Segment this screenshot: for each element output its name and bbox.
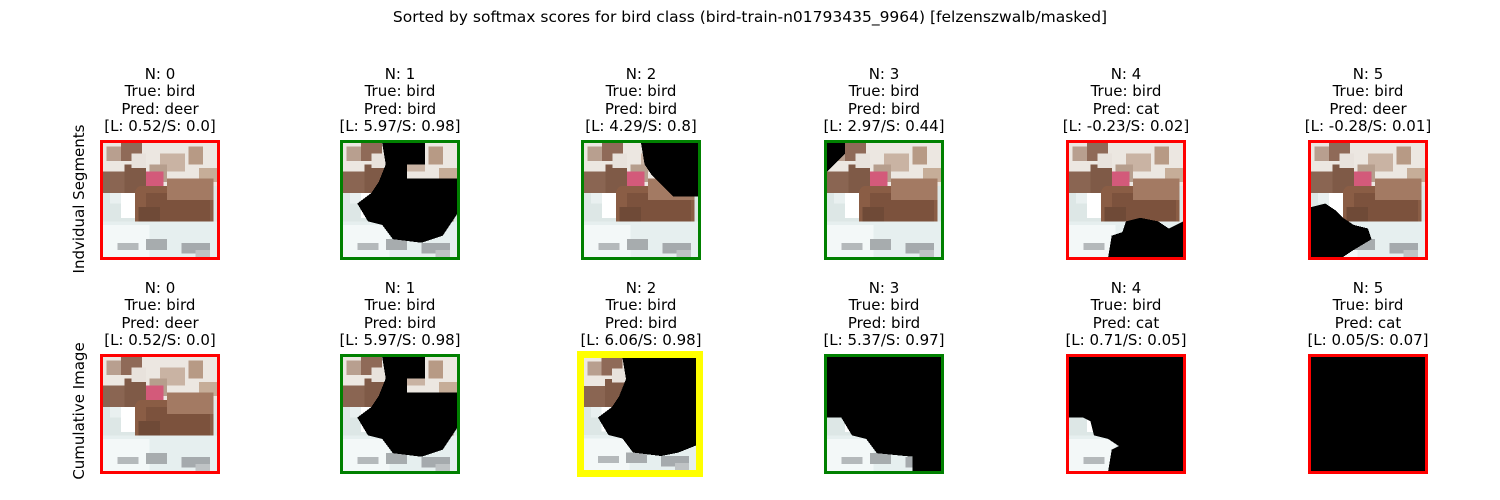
- predicted-label: Pred: deer: [1329, 99, 1407, 118]
- logit-softmax-scores: [L: 0.52/S: 0.0]: [104, 330, 216, 349]
- individual-panel-5: N: 5 True: bird Pred: deer [L: -0.28/S: 0.0…: [1268, 65, 1468, 266]
- panel-title: N: 4 True: bird Pred: cat [L: 0.71/S: 0.05]: [1026, 279, 1226, 349]
- true-label: True: bird: [124, 82, 196, 101]
- panel-index: N: 2: [625, 279, 657, 297]
- cumulative-panel-4: N: 4 True: bird Pred: cat [L: 0.71/S: 0.05]: [1026, 279, 1226, 480]
- panel-title: N: 4 True: bird Pred: cat [L: -0.23/S: 0.02…: [1026, 65, 1226, 135]
- segment-image: [340, 354, 460, 474]
- predicted-label: Pred: bird: [604, 99, 678, 118]
- logit-softmax-scores: [L: 0.05/S: 0.07]: [1307, 330, 1429, 349]
- true-label: True: bird: [605, 82, 677, 101]
- predicted-label: Pred: cat: [1092, 99, 1160, 118]
- true-label: True: bird: [124, 296, 196, 315]
- mask-region: [1069, 357, 1183, 471]
- segment-image: [340, 140, 460, 260]
- segment-image: [100, 354, 220, 474]
- predicted-label: Pred: deer: [121, 99, 199, 118]
- panel-title: N: 3 True: bird Pred: bird [L: 5.37/S: 0.97…: [784, 279, 984, 349]
- predicted-label: Pred: bird: [604, 313, 678, 332]
- panel-title: N: 0 True: bird Pred: deer [L: 0.52/S: 0.0]: [60, 279, 260, 349]
- true-label: True: bird: [605, 296, 677, 315]
- panel-title: N: 5 True: bird Pred: deer [L: -0.28/S: 0.0…: [1268, 65, 1468, 135]
- panel-index: N: 1: [384, 279, 416, 297]
- cumulative-panel-5: N: 5 True: bird Pred: cat [L: 0.05/S: 0.07]: [1268, 279, 1468, 480]
- logit-softmax-scores: [L: 6.06/S: 0.98]: [580, 330, 702, 349]
- true-label: True: bird: [848, 82, 920, 101]
- true-label: True: bird: [1090, 296, 1162, 315]
- panel-index: N: 3: [868, 65, 900, 83]
- panel-index: N: 0: [144, 279, 176, 297]
- individual-panel-3: N: 3 True: bird Pred: bird [L: 2.97/S: 0.44…: [784, 65, 984, 266]
- mask-region: [1108, 217, 1183, 257]
- true-label: True: bird: [364, 82, 436, 101]
- predicted-label: Pred: bird: [363, 99, 437, 118]
- cumulative-panel-1: N: 1 True: bird Pred: bird [L: 5.97/S: 0.98…: [300, 279, 500, 480]
- mask-region: [598, 358, 696, 456]
- cumulative-panel-0: N: 0 True: bird Pred: deer [L: 0.52/S: 0.0]: [60, 279, 260, 480]
- segment-image: [1308, 354, 1428, 474]
- panel-index: N: 1: [384, 65, 416, 83]
- panel-index: N: 4: [1110, 279, 1142, 297]
- panel-index: N: 5: [1352, 279, 1384, 297]
- panel-title: N: 0 True: bird Pred: deer [L: 0.52/S: 0.0]: [60, 65, 260, 135]
- true-label: True: bird: [1332, 82, 1404, 101]
- mask-region: [357, 143, 457, 243]
- panel-title: N: 3 True: bird Pred: bird [L: 2.97/S: 0.44…: [784, 65, 984, 135]
- logit-softmax-scores: [L: -0.28/S: 0.01]: [1304, 116, 1432, 135]
- logit-softmax-scores: [L: 0.71/S: 0.05]: [1065, 330, 1187, 349]
- individual-panel-1: N: 1 True: bird Pred: bird [L: 5.97/S: 0.98…: [300, 65, 500, 266]
- predicted-label: Pred: cat: [1092, 313, 1160, 332]
- segment-image: [1066, 140, 1186, 260]
- segment-image: [1308, 140, 1428, 260]
- logit-softmax-scores: [L: 2.97/S: 0.44]: [823, 116, 945, 135]
- mask-region: [827, 143, 845, 172]
- panel-title: N: 2 True: bird Pred: bird [L: 4.29/S: 0.8]: [541, 65, 741, 135]
- figure-title: Sorted by softmax scores for bird class …: [392, 8, 1108, 26]
- mask-region: [357, 357, 457, 457]
- predicted-label: Pred: bird: [847, 313, 921, 332]
- logit-softmax-scores: [L: -0.23/S: 0.02]: [1062, 116, 1190, 135]
- segment-image: [1066, 354, 1186, 474]
- individual-panel-4: N: 4 True: bird Pred: cat [L: -0.23/S: 0.02…: [1026, 65, 1226, 266]
- logit-softmax-scores: [L: 5.97/S: 0.98]: [339, 330, 461, 349]
- predicted-label: Pred: bird: [363, 313, 437, 332]
- panel-index: N: 0: [144, 65, 176, 83]
- individual-panel-0: N: 0 True: bird Pred: deer [L: 0.52/S: 0.0]: [60, 65, 260, 266]
- segment-image: [100, 140, 220, 260]
- logit-softmax-scores: [L: 5.37/S: 0.97]: [823, 330, 945, 349]
- mask-region: [1311, 357, 1425, 471]
- predicted-label: Pred: deer: [121, 313, 199, 332]
- mask-region: [641, 143, 698, 197]
- segment-image: [824, 140, 944, 260]
- panel-index: N: 3: [868, 279, 900, 297]
- panel-index: N: 2: [625, 65, 657, 83]
- panel-title: N: 1 True: bird Pred: bird [L: 5.97/S: 0.98…: [300, 65, 500, 135]
- true-label: True: bird: [364, 296, 436, 315]
- logit-softmax-scores: [L: 0.52/S: 0.0]: [104, 116, 216, 135]
- panel-title: N: 2 True: bird Pred: bird [L: 6.06/S: 0.98…: [541, 279, 741, 349]
- logit-softmax-scores: [L: 4.29/S: 0.8]: [585, 116, 697, 135]
- logit-softmax-scores: [L: 5.97/S: 0.98]: [339, 116, 461, 135]
- individual-panel-2: N: 2 True: bird Pred: bird [L: 4.29/S: 0.8]: [541, 65, 741, 266]
- segment-image: [577, 351, 703, 477]
- segment-image: [824, 354, 944, 474]
- mask-region: [1311, 203, 1372, 257]
- segment-image: [581, 140, 701, 260]
- panel-index: N: 5: [1352, 65, 1384, 83]
- panel-title: N: 5 True: bird Pred: cat [L: 0.05/S: 0.07]: [1268, 279, 1468, 349]
- cumulative-panel-3: N: 3 True: bird Pred: bird [L: 5.37/S: 0.97…: [784, 279, 984, 480]
- predicted-label: Pred: cat: [1334, 313, 1402, 332]
- panel-title: N: 1 True: bird Pred: bird [L: 5.97/S: 0.98…: [300, 279, 500, 349]
- mask-region: [827, 406, 842, 418]
- true-label: True: bird: [1332, 296, 1404, 315]
- mask-region: [827, 357, 941, 471]
- predicted-label: Pred: bird: [847, 99, 921, 118]
- cumulative-panel-2: N: 2 True: bird Pred: bird [L: 6.06/S: 0.98…: [541, 279, 741, 480]
- true-label: True: bird: [1090, 82, 1162, 101]
- true-label: True: bird: [848, 296, 920, 315]
- panel-index: N: 4: [1110, 65, 1142, 83]
